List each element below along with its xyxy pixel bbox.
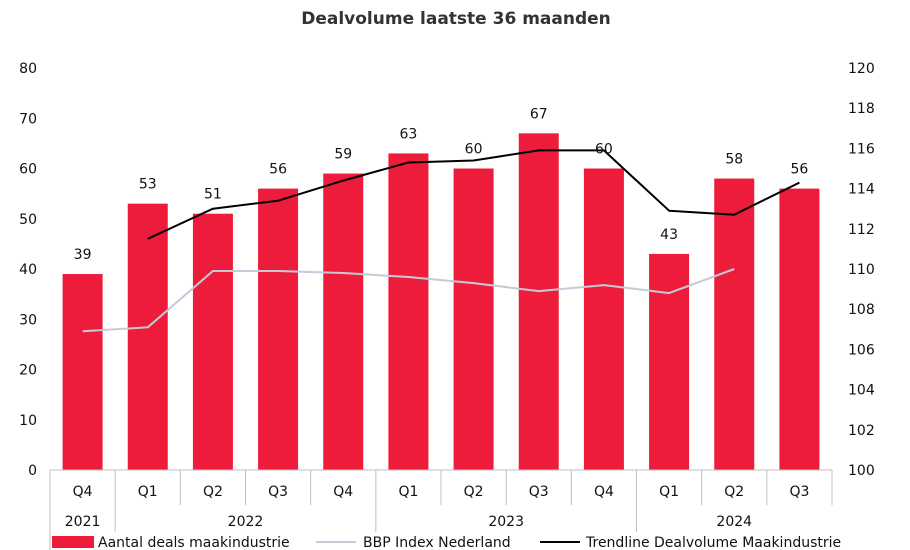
y-left-tick-label: 20 [19, 363, 37, 379]
bar-series [62, 133, 820, 471]
x-group-label: 2024 [716, 514, 752, 530]
data-label: 60 [595, 142, 613, 158]
data-label: 60 [465, 142, 483, 158]
x-tick-label: Q2 [724, 484, 744, 500]
line-series [82, 149, 800, 333]
x-tick-label: Q4 [73, 484, 93, 500]
y-left-tick-label: 80 [19, 61, 37, 77]
data-label: 51 [204, 187, 222, 203]
x-tick-label: Q1 [659, 484, 679, 500]
chart-title: Dealvolume laatste 36 maanden [301, 9, 611, 29]
bar [583, 168, 624, 470]
y-right-tick-label: 116 [848, 141, 875, 157]
y-left-tick-label: 0 [28, 463, 37, 479]
data-label: 43 [660, 227, 678, 243]
y-right-tick-label: 120 [848, 61, 875, 77]
bar [258, 188, 299, 470]
y-left-tick-label: 60 [19, 162, 37, 178]
x-group-label: 2023 [488, 514, 524, 530]
x-tick-label: Q3 [268, 484, 288, 500]
x-axis: Q4 Q1 Q2 Q3 Q4 Q1 Q2 Q3 Q4 Q1 Q2 Q3 2021 2022 2023 2024 [49, 469, 833, 550]
x-tick-label: Q4 [594, 484, 614, 500]
y-right-tick-label: 110 [848, 262, 875, 278]
legend-label: BBP Index Nederland [363, 535, 511, 550]
bar [779, 188, 820, 470]
x-tick-label: Q3 [789, 484, 809, 500]
y-left-tick-label: 30 [19, 312, 37, 328]
data-label: 39 [74, 247, 92, 263]
trendline-dealvolume-maakindustrie-line [147, 149, 800, 240]
bar [323, 173, 364, 470]
y-right-tick-label: 112 [848, 222, 875, 238]
legend-swatch-bar [52, 536, 94, 548]
legend-label: Trendline Dealvolume Maakindustrie [585, 535, 841, 550]
legend-label: Aantal deals maakindustrie [98, 535, 290, 550]
data-label: 53 [139, 177, 157, 193]
y-left-tick-label: 10 [19, 413, 37, 429]
x-tick-label: Q1 [398, 484, 418, 500]
x-tick-label: Q2 [464, 484, 484, 500]
x-tick-label: Q4 [333, 484, 353, 500]
x-tick-label: Q1 [138, 484, 158, 500]
x-group-label: 2021 [65, 514, 101, 530]
y-left-tick-label: 50 [19, 212, 37, 228]
data-label: 63 [400, 126, 418, 142]
y-right-tick-label: 106 [848, 342, 875, 358]
y-right-tick-label: 108 [848, 302, 875, 318]
bar [127, 203, 168, 471]
y-right-tick-label: 100 [848, 463, 875, 479]
y-axis-left: 0 10 20 30 40 50 60 70 80 [19, 61, 37, 479]
y-right-tick-label: 104 [848, 383, 875, 399]
x-tick-label: Q2 [203, 484, 223, 500]
x-tick-label: Q3 [529, 484, 549, 500]
data-label: 56 [791, 162, 809, 178]
bar [453, 168, 494, 470]
data-labels: 39 53 51 56 59 63 60 67 60 43 58 56 [74, 106, 809, 263]
y-axis-right: 100 102 104 106 108 110 112 114 116 118 120 [848, 61, 875, 479]
bbp-index-nederland-line [82, 268, 735, 333]
data-label: 67 [530, 106, 548, 122]
bar [62, 274, 103, 470]
bar [714, 178, 755, 471]
y-left-tick-label: 40 [19, 262, 37, 278]
x-group-label: 2022 [228, 514, 264, 530]
bar [518, 133, 559, 470]
y-left-tick-label: 70 [19, 111, 37, 127]
bar [192, 213, 233, 470]
y-right-tick-label: 118 [848, 101, 875, 117]
legend: Aantal deals maakindustrie BBP Index Nede… [52, 535, 841, 550]
bar [388, 153, 429, 471]
bar [649, 253, 690, 470]
y-right-tick-label: 102 [848, 423, 875, 439]
data-label: 56 [269, 162, 287, 178]
data-label: 59 [334, 147, 352, 163]
data-label: 58 [725, 152, 743, 168]
y-right-tick-label: 114 [848, 182, 875, 198]
